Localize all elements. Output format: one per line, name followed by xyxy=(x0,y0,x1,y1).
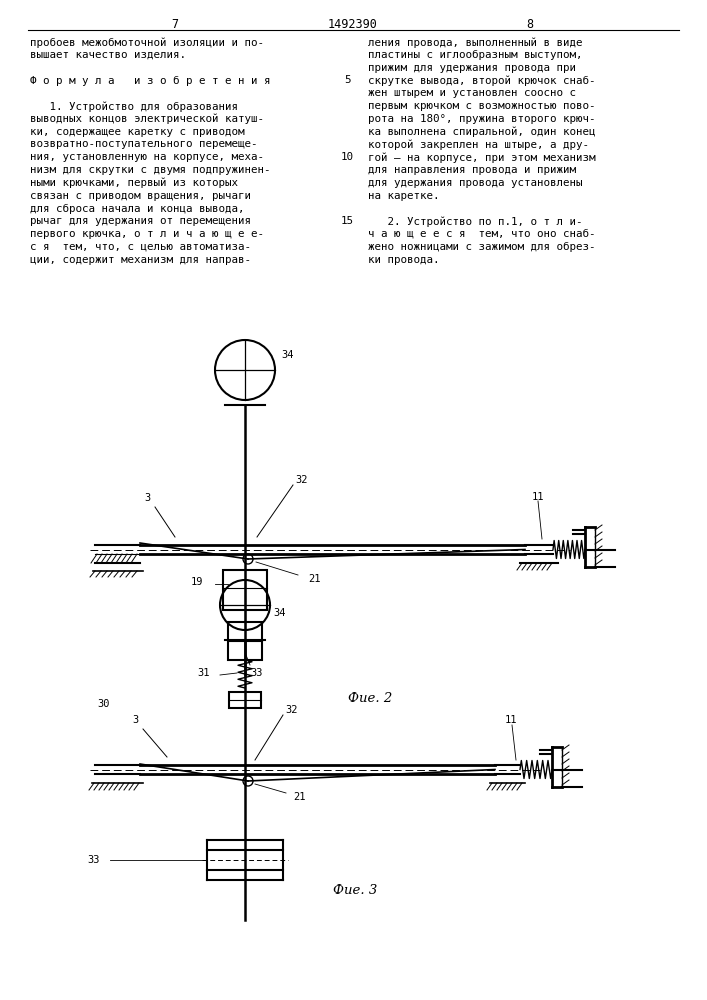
Text: 8: 8 xyxy=(527,18,534,31)
Text: жено ножницами с зажимом для обрез-: жено ножницами с зажимом для обрез- xyxy=(368,242,595,252)
Text: ления провода, выполненный в виде: ления провода, выполненный в виде xyxy=(368,37,583,47)
Text: рота на 180°, пружина второго крюч-: рота на 180°, пружина второго крюч- xyxy=(368,114,595,124)
Text: 3: 3 xyxy=(144,493,150,503)
Text: 34: 34 xyxy=(281,350,293,360)
Text: 32: 32 xyxy=(285,705,298,715)
Text: 21: 21 xyxy=(308,574,320,584)
Text: Ф о р м у л а   и з о б р е т е н и я: Ф о р м у л а и з о б р е т е н и я xyxy=(30,75,271,86)
Text: ч а ю щ е е с я  тем, что оно снаб-: ч а ю щ е е с я тем, что оно снаб- xyxy=(368,229,595,239)
Text: ния, установленную на корпусе, меха-: ния, установленную на корпусе, меха- xyxy=(30,152,264,162)
Bar xyxy=(223,570,267,610)
Text: 21: 21 xyxy=(293,792,305,802)
Text: 19: 19 xyxy=(190,577,203,587)
Text: первого крючка, о т л и ч а ю щ е е-: первого крючка, о т л и ч а ю щ е е- xyxy=(30,229,264,239)
Text: для направления провода и прижим: для направления провода и прижим xyxy=(368,165,576,175)
Text: первым крючком с возможностью пово-: первым крючком с возможностью пово- xyxy=(368,101,595,111)
Text: 7: 7 xyxy=(171,18,179,31)
Text: ными крючками, первый из которых: ными крючками, первый из которых xyxy=(30,178,238,188)
Text: 33: 33 xyxy=(250,668,262,678)
Text: 1492390: 1492390 xyxy=(328,18,378,31)
Text: прижим для удержания провода при: прижим для удержания провода при xyxy=(368,63,576,73)
Text: скрутке вывода, второй крючок снаб-: скрутке вывода, второй крючок снаб- xyxy=(368,75,595,86)
Text: ка выполнена спиральной, один конец: ка выполнена спиральной, один конец xyxy=(368,127,595,137)
Text: на каретке.: на каретке. xyxy=(368,191,440,201)
Text: 11: 11 xyxy=(532,492,544,502)
Text: 32: 32 xyxy=(295,475,308,485)
Text: рычаг для удержания от перемещения: рычаг для удержания от перемещения xyxy=(30,216,251,226)
Text: возвратно-поступательного перемеще-: возвратно-поступательного перемеще- xyxy=(30,139,257,149)
Bar xyxy=(228,622,262,660)
Text: 3: 3 xyxy=(132,715,138,725)
Text: связан с приводом вращения, рычаги: связан с приводом вращения, рычаги xyxy=(30,191,251,201)
Text: с я  тем, что, с целью автоматиза-: с я тем, что, с целью автоматиза- xyxy=(30,242,251,252)
Text: 15: 15 xyxy=(341,216,354,226)
Text: 1. Устройство для образования: 1. Устройство для образования xyxy=(30,101,238,111)
Text: 2. Устройство по п.1, о т л и-: 2. Устройство по п.1, о т л и- xyxy=(368,216,583,227)
Text: гой – на корпусе, при этом механизм: гой – на корпусе, при этом механизм xyxy=(368,152,595,163)
Text: пластины с иглообразным выступом,: пластины с иглообразным выступом, xyxy=(368,50,583,60)
Text: 30: 30 xyxy=(98,699,110,709)
Text: ки провода.: ки провода. xyxy=(368,255,440,265)
Text: для сброса начала и конца вывода,: для сброса начала и конца вывода, xyxy=(30,203,245,214)
Text: пробоев межобмоточной изоляции и по-: пробоев межобмоточной изоляции и по- xyxy=(30,37,264,47)
Text: 34: 34 xyxy=(273,608,286,618)
Text: 11: 11 xyxy=(505,715,518,725)
Text: ки, содержащее каретку с приводом: ки, содержащее каретку с приводом xyxy=(30,127,245,137)
Text: 10: 10 xyxy=(341,152,354,162)
Bar xyxy=(229,692,261,708)
Text: 33: 33 xyxy=(88,855,100,865)
Text: низм для скрутки с двумя подпружинен-: низм для скрутки с двумя подпружинен- xyxy=(30,165,271,175)
Text: ции, содержит механизм для направ-: ции, содержит механизм для направ- xyxy=(30,255,251,265)
Text: жен штырем и установлен соосно с: жен штырем и установлен соосно с xyxy=(368,88,576,98)
Text: вышает качество изделия.: вышает качество изделия. xyxy=(30,50,186,60)
Text: Фие. 3: Фие. 3 xyxy=(333,884,377,896)
Text: 31: 31 xyxy=(197,668,210,678)
Text: для удержания провода установлены: для удержания провода установлены xyxy=(368,178,583,188)
Text: выводных концов электрической катуш-: выводных концов электрической катуш- xyxy=(30,114,264,124)
Text: 5: 5 xyxy=(344,75,350,85)
Text: которой закреплен на штыре, а дру-: которой закреплен на штыре, а дру- xyxy=(368,139,589,150)
Text: Фие. 2: Фие. 2 xyxy=(348,692,392,704)
